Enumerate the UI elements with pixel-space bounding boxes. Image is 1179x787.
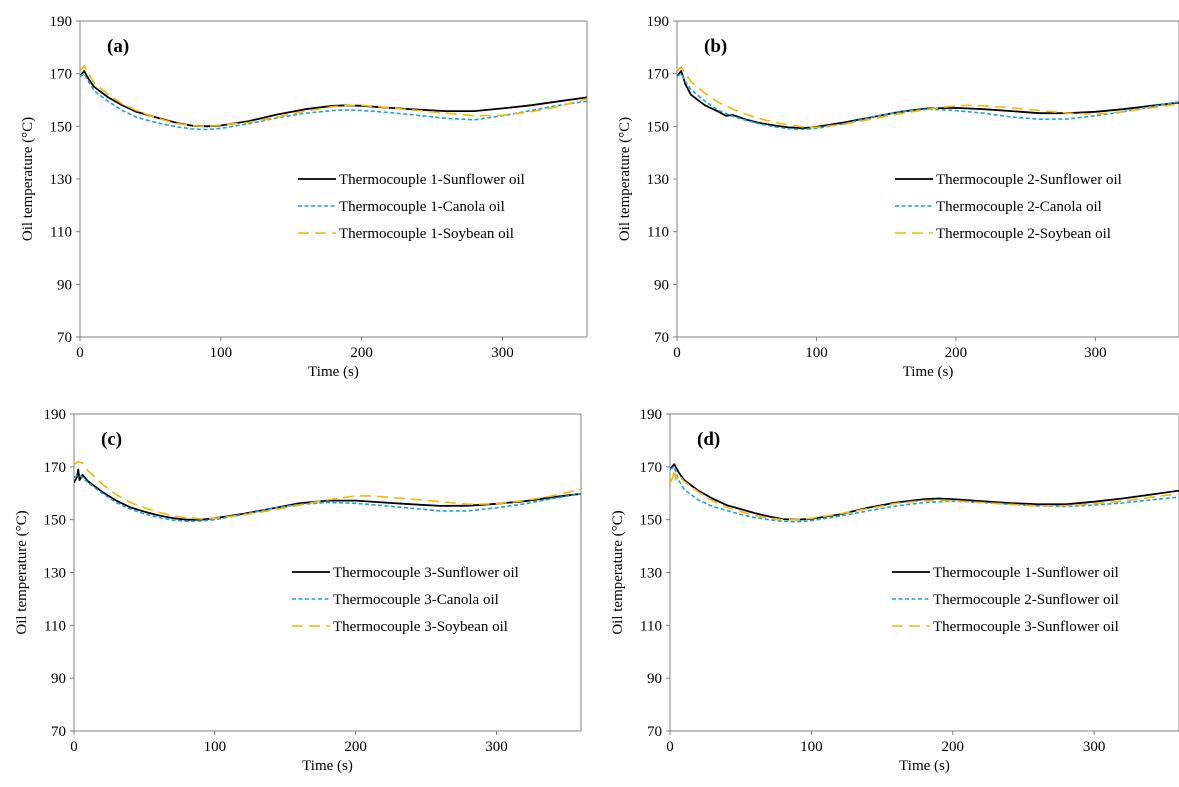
y-tick-label: 70 [647, 724, 662, 740]
x-axis-title: Time (s) [903, 364, 954, 380]
y-tick-label: 170 [640, 460, 663, 476]
x-tick-label: 0 [76, 345, 84, 361]
legend: Thermocouple 2-Sunflower oil Thermocouple… [895, 172, 1122, 242]
y-axis-title: Oil temperature (°C) [610, 510, 626, 634]
x-tick-label: 0 [70, 739, 78, 755]
x-tick-label: 300 [485, 739, 508, 755]
series-line-2 [74, 473, 581, 523]
y-tick-label: 130 [44, 566, 67, 582]
x-tick-label: 100 [800, 739, 823, 755]
series-line-3 [80, 65, 587, 128]
y-tick-label: 150 [50, 119, 73, 135]
y-tick-label: 90 [654, 277, 669, 293]
series-line-3 [74, 460, 581, 520]
series-lines [74, 460, 581, 523]
y-tick-label: 130 [647, 172, 670, 188]
series-line-1 [74, 468, 581, 521]
y-tick-label: 70 [51, 724, 66, 740]
legend-label-1: Thermocouple 1-Sunflower oil [933, 565, 1119, 581]
chart-panel-d: 70 90 110 130 150 170 190 0 100 200 300 Time (s) Oil… [610, 407, 1179, 774]
x-axis-title: Time (s) [302, 758, 353, 774]
y-tick-label: 150 [640, 513, 663, 529]
x-tick-label: 0 [666, 739, 674, 755]
chart-panel-a: 70 90 110 130 150 170 190 0 100 200 300 Time (s) Oil… [20, 14, 588, 380]
series-line-1 [670, 463, 1179, 521]
legend-label-3: Thermocouple 3-Soybean oil [333, 619, 508, 635]
x-tick-label: 200 [350, 345, 373, 361]
legend-label-3: Thermocouple 3-Sunflower oil [933, 619, 1119, 635]
x-tick-label: 300 [491, 345, 514, 361]
x-axis-title: Time (s) [308, 364, 359, 380]
series-line-1 [80, 70, 587, 128]
series-line-3 [677, 66, 1179, 129]
legend-label-2: Thermocouple 2-Canola oil [936, 199, 1102, 215]
x-tick-label: 300 [1083, 739, 1106, 755]
x-tick-label: 200 [942, 739, 965, 755]
y-tick-label: 170 [647, 67, 670, 83]
chart-panel-c: 70 90 110 130 150 170 190 0 100 200 300 Time (s) Oil… [14, 407, 582, 774]
y-tick-label: 110 [640, 618, 662, 634]
y-tick-label: 70 [57, 330, 72, 346]
legend-label-3: Thermocouple 2-Soybean oil [936, 226, 1111, 242]
y-tick-label: 150 [44, 513, 67, 529]
series-line-3 [670, 468, 1179, 521]
series-line-2 [670, 465, 1179, 523]
panel-label: (d) [697, 429, 720, 450]
series-line-1 [677, 70, 1179, 130]
legend: Thermocouple 3-Sunflower oil Thermocouple… [292, 565, 519, 635]
legend-label-2: Thermocouple 1-Canola oil [339, 199, 505, 215]
legend-label-1: Thermocouple 1-Sunflower oil [339, 172, 525, 188]
y-axis-title: Oil temperature (°C) [20, 117, 36, 241]
x-tick-label: 100 [805, 345, 828, 361]
y-tick-label: 150 [647, 119, 670, 135]
x-tick-label: 300 [1084, 345, 1107, 361]
series-lines [670, 463, 1179, 523]
x-tick-label: 100 [210, 345, 233, 361]
y-tick-label: 190 [647, 14, 670, 30]
series-lines [80, 65, 587, 131]
panel-label: (c) [101, 429, 122, 450]
y-tick-label: 110 [50, 225, 72, 241]
y-tick-label: 130 [640, 566, 663, 582]
y-tick-label: 110 [647, 225, 669, 241]
y-tick-label: 90 [51, 671, 66, 687]
legend: Thermocouple 1-Sunflower oil Thermocouple… [298, 172, 525, 242]
x-tick-label: 100 [204, 739, 227, 755]
y-tick-label: 90 [647, 671, 662, 687]
chart-panel-b: 70 90 110 130 150 170 190 0 100 200 300 Time (s) Oil… [617, 14, 1179, 380]
x-tick-label: 200 [945, 345, 968, 361]
y-tick-label: 170 [50, 67, 73, 83]
y-tick-label: 190 [44, 407, 67, 423]
y-tick-label: 190 [50, 14, 73, 30]
y-tick-label: 90 [57, 277, 72, 293]
x-tick-label: 200 [344, 739, 367, 755]
legend-label-3: Thermocouple 1-Soybean oil [339, 226, 514, 242]
legend-label-2: Thermocouple 2-Sunflower oil [933, 592, 1119, 608]
y-tick-label: 110 [44, 618, 66, 634]
y-tick-label: 190 [640, 407, 663, 423]
series-line-2 [80, 72, 587, 131]
y-axis-title: Oil temperature (°C) [14, 510, 30, 634]
legend-label-1: Thermocouple 3-Sunflower oil [333, 565, 519, 581]
panel-label: (b) [704, 36, 727, 57]
legend: Thermocouple 1-Sunflower oil Thermocouple… [892, 565, 1119, 635]
x-tick-label: 0 [673, 345, 681, 361]
y-tick-label: 70 [654, 330, 669, 346]
x-axis-title: Time (s) [899, 758, 950, 774]
y-tick-label: 170 [44, 460, 67, 476]
panel-label: (a) [107, 36, 129, 57]
legend-label-2: Thermocouple 3-Canola oil [333, 592, 499, 608]
series-lines [677, 66, 1179, 131]
y-axis-title: Oil temperature (°C) [617, 117, 633, 241]
legend-label-1: Thermocouple 2-Sunflower oil [936, 172, 1122, 188]
y-tick-label: 130 [50, 172, 73, 188]
